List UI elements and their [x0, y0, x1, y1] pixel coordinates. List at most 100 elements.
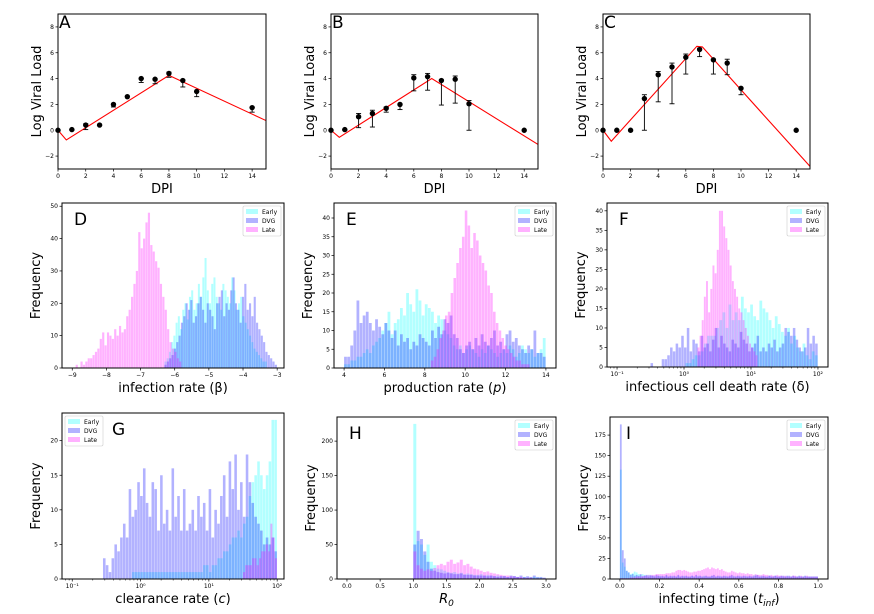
histogram-bar	[251, 482, 255, 579]
histogram-bar	[456, 574, 460, 579]
y-tick-label: 2	[50, 101, 54, 108]
histogram-bar	[481, 263, 485, 368]
histogram-bar	[795, 339, 799, 367]
histogram-bar	[191, 290, 194, 368]
data-point	[710, 57, 717, 63]
x-tick-label: 10	[737, 173, 745, 180]
y-tick-label: 8	[50, 24, 54, 31]
data-point	[138, 75, 144, 82]
histogram-bar	[483, 575, 486, 579]
histogram-bar	[164, 364, 167, 368]
histogram-bar	[677, 575, 680, 579]
histogram-bar	[177, 496, 180, 579]
histogram-bar	[243, 523, 246, 579]
histogram-bar	[530, 349, 534, 368]
histogram-bar	[458, 349, 462, 368]
histogram-bar	[234, 454, 237, 579]
histogram-bar	[452, 334, 456, 368]
histogram-bar	[453, 278, 457, 368]
histogram-bar	[722, 575, 725, 579]
histogram-bar	[675, 343, 679, 367]
histogram-bar	[505, 334, 509, 368]
x-tick-label: 0	[329, 173, 333, 180]
histogram-bar	[720, 576, 723, 579]
histogram-bar	[484, 270, 488, 368]
histogram-bar	[151, 572, 155, 579]
histogram-bar	[496, 575, 500, 579]
histogram-bar	[780, 575, 783, 579]
histogram-bar	[208, 572, 212, 579]
histogram-bar	[143, 238, 146, 368]
histogram-bar	[194, 572, 198, 579]
histogram-bar	[774, 575, 777, 579]
histogram-bar	[693, 576, 696, 579]
histogram-bar	[697, 347, 700, 367]
histogram-bar	[746, 573, 749, 579]
histogram-bar	[750, 576, 753, 579]
y-tick-label: 10	[50, 333, 58, 340]
y-tick-label: 30	[595, 247, 603, 254]
histogram-bar	[685, 570, 688, 579]
histogram-bar	[257, 461, 260, 579]
histogram-bar	[150, 245, 153, 368]
histogram-bar	[502, 576, 506, 579]
histogram-bar	[709, 569, 711, 579]
histogram-bar	[683, 569, 686, 579]
histogram-bar	[480, 349, 484, 368]
histogram-bar	[694, 355, 698, 367]
histogram-bar	[204, 258, 207, 368]
histogram-bar	[240, 296, 243, 368]
histogram-bar	[270, 523, 273, 579]
histogram-bar	[687, 576, 690, 579]
series-dvg	[650, 327, 818, 367]
histogram-bar	[231, 537, 235, 579]
histogram-bar	[468, 345, 472, 368]
histogram-bar	[524, 353, 527, 368]
histogram-bar	[271, 419, 275, 579]
histogram-bar	[718, 210, 721, 367]
histogram-bar	[512, 356, 516, 368]
histogram-bar	[710, 335, 713, 367]
data-point	[452, 76, 458, 82]
data-point	[627, 127, 634, 133]
histogram-bar	[796, 347, 800, 367]
histogram-bar	[700, 351, 704, 367]
histogram-bar	[506, 575, 510, 579]
histogram-bar	[780, 575, 783, 579]
histogram-bar	[726, 576, 729, 579]
histogram-bar	[720, 576, 723, 579]
histogram-bar	[180, 530, 183, 579]
x-tick-label: 0.2	[655, 583, 665, 590]
legend-swatch-dvg	[68, 428, 80, 433]
series-early	[132, 419, 277, 579]
histogram-bar	[486, 574, 490, 579]
x-axis-label: DPI	[151, 182, 173, 197]
histogram-bar	[125, 537, 129, 579]
histogram-bar	[490, 349, 493, 368]
histogram-bar	[530, 349, 534, 368]
histogram-bar	[393, 330, 397, 368]
histogram-bar	[99, 338, 102, 368]
histogram-bar	[102, 332, 105, 368]
histogram-bar	[462, 353, 465, 368]
histogram-bar	[486, 576, 490, 579]
histogram-bar	[202, 277, 205, 368]
x-tick-label: 8	[167, 173, 171, 180]
x-tick-label: 8	[439, 173, 443, 180]
histogram-bar	[729, 265, 732, 367]
panel-label: A	[59, 13, 71, 33]
histogram-bar	[812, 576, 814, 579]
histogram-bar	[717, 347, 721, 367]
histogram-bar	[228, 544, 232, 579]
histogram-bar	[479, 575, 483, 579]
histogram-bar	[715, 569, 717, 579]
histogram-bar	[649, 574, 652, 579]
histogram-bar	[728, 576, 731, 579]
y-tick-label: 4	[323, 76, 327, 83]
histogram-bar	[678, 347, 681, 367]
histogram-bar	[739, 331, 743, 367]
histogram-bar	[815, 343, 818, 367]
histogram-bar	[701, 320, 704, 367]
histogram-bar	[262, 489, 266, 579]
